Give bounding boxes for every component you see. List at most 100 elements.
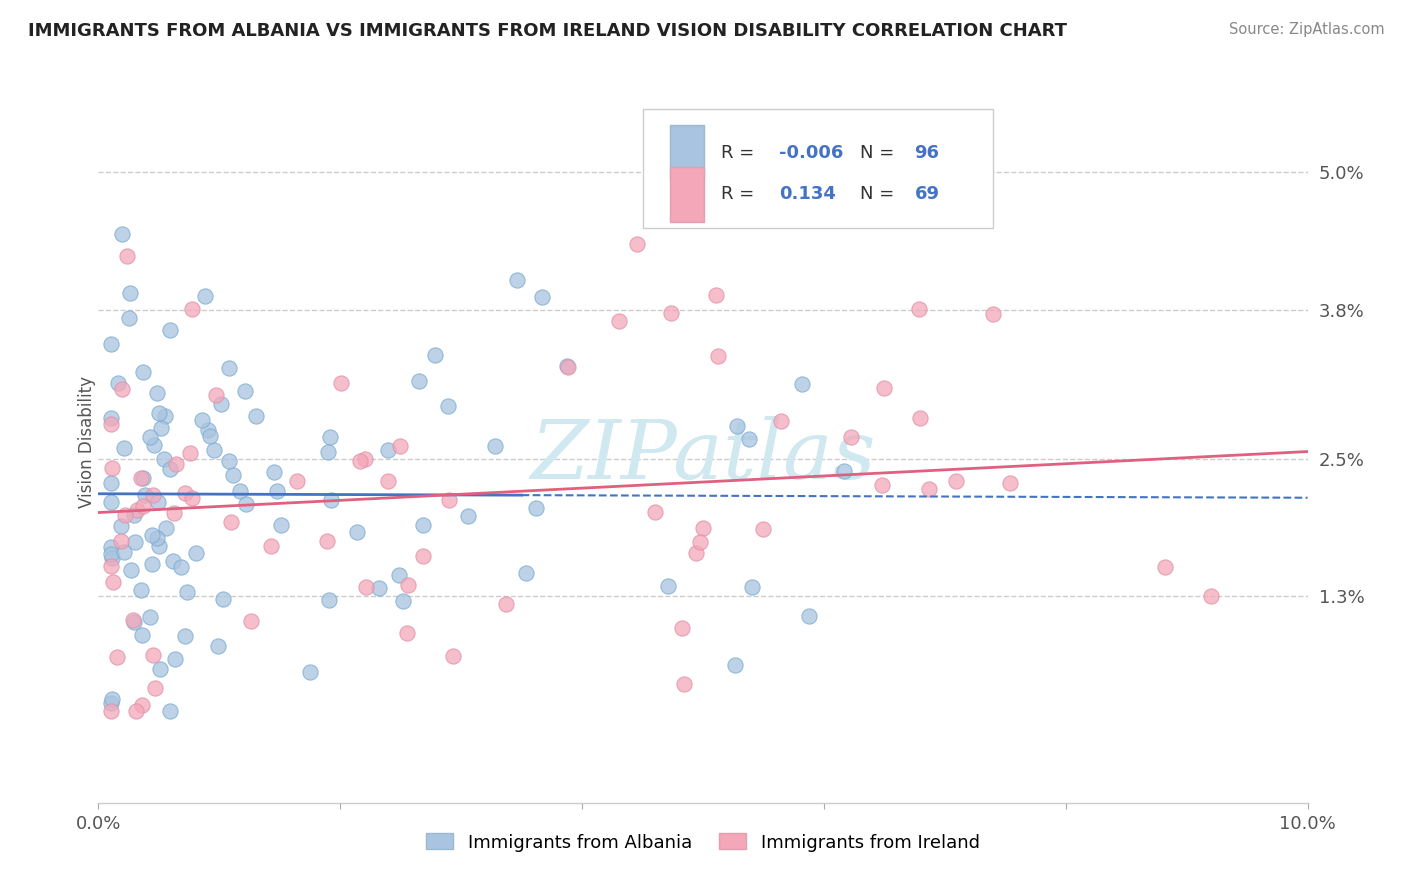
Point	[689, 535, 711, 549]
Point	[908, 411, 931, 425]
Point	[515, 566, 537, 580]
Point	[441, 648, 464, 663]
Point	[100, 696, 122, 710]
Point	[191, 413, 214, 427]
Text: 69: 69	[915, 186, 939, 203]
Point	[110, 534, 132, 549]
Text: ZIPatlas: ZIPatlas	[530, 416, 876, 496]
Point	[100, 417, 122, 432]
Legend: Immigrants from Albania, Immigrants from Ireland: Immigrants from Albania, Immigrants from…	[419, 826, 987, 859]
Text: -0.006: -0.006	[779, 144, 844, 161]
Point	[718, 208, 741, 222]
Point	[918, 483, 941, 497]
Point	[229, 483, 252, 498]
Point	[159, 322, 181, 336]
Point	[981, 307, 1004, 321]
Point	[299, 665, 322, 679]
Point	[437, 492, 460, 507]
Point	[122, 508, 145, 523]
Point	[221, 468, 243, 483]
Point	[142, 648, 165, 662]
Point	[799, 609, 821, 624]
Point	[165, 457, 187, 471]
FancyBboxPatch shape	[643, 109, 993, 228]
Point	[484, 439, 506, 453]
Point	[184, 546, 207, 560]
Point	[112, 442, 135, 456]
Point	[557, 359, 579, 374]
Point	[114, 508, 136, 522]
Point	[122, 615, 145, 629]
Point	[180, 302, 202, 317]
Point	[100, 476, 122, 491]
Point	[101, 551, 124, 566]
Point	[790, 376, 813, 391]
Point	[392, 594, 415, 608]
Point	[118, 310, 141, 325]
Point	[388, 567, 411, 582]
FancyBboxPatch shape	[671, 126, 704, 179]
Point	[319, 492, 342, 507]
Point	[945, 474, 967, 488]
Point	[129, 583, 152, 598]
Point	[169, 560, 191, 574]
Point	[395, 626, 418, 640]
Point	[105, 649, 128, 664]
Point	[389, 439, 412, 453]
Point	[908, 302, 931, 317]
Point	[131, 471, 153, 485]
Point	[506, 273, 529, 287]
Point	[165, 651, 187, 665]
Point	[692, 521, 714, 535]
Point	[1000, 475, 1022, 490]
Point	[127, 503, 149, 517]
Point	[319, 430, 342, 444]
Point	[155, 409, 177, 424]
Point	[377, 475, 399, 489]
Point	[738, 432, 761, 446]
Point	[626, 236, 648, 251]
Point	[233, 384, 256, 398]
Point	[839, 430, 862, 444]
Point	[100, 704, 122, 718]
Point	[218, 360, 240, 375]
Point	[159, 704, 181, 718]
Point	[1199, 590, 1222, 604]
Point	[235, 497, 257, 511]
Point	[263, 465, 285, 479]
Point	[124, 704, 146, 718]
Point	[240, 614, 263, 628]
Point	[1154, 559, 1177, 574]
Point	[346, 525, 368, 540]
Point	[120, 563, 142, 577]
Point	[141, 557, 163, 571]
Point	[139, 609, 162, 624]
Point	[176, 585, 198, 599]
Point	[209, 396, 232, 410]
Point	[198, 429, 221, 443]
Point	[122, 613, 145, 627]
Point	[112, 545, 135, 559]
Text: 0.134: 0.134	[779, 186, 837, 203]
Point	[142, 488, 165, 502]
Point	[349, 454, 371, 468]
Point	[111, 383, 134, 397]
Point	[118, 285, 141, 300]
Point	[143, 438, 166, 452]
FancyBboxPatch shape	[671, 168, 704, 221]
Point	[148, 406, 170, 420]
Point	[354, 452, 377, 467]
Text: Source: ZipAtlas.com: Source: ZipAtlas.com	[1229, 22, 1385, 37]
Point	[706, 349, 728, 363]
Point	[131, 627, 153, 641]
Point	[100, 547, 122, 561]
Point	[356, 580, 378, 594]
Point	[412, 549, 434, 563]
Point	[318, 592, 340, 607]
Point	[408, 374, 430, 388]
Point	[741, 580, 763, 594]
Point	[163, 506, 186, 520]
Point	[752, 522, 775, 536]
Point	[659, 305, 682, 319]
Point	[218, 453, 240, 467]
